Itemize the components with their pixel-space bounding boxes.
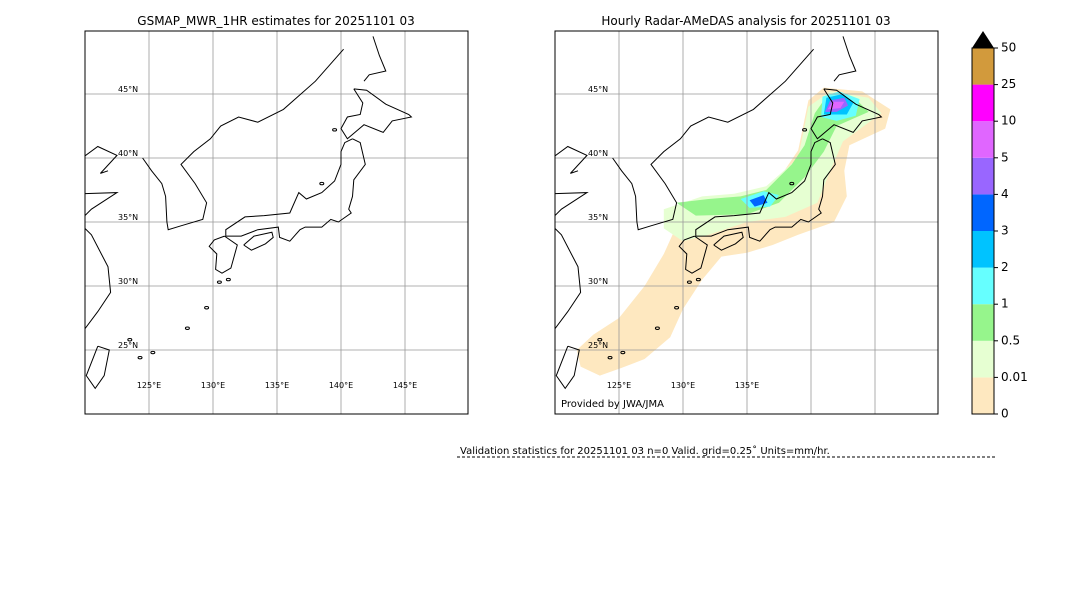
colorbar-label: 4 (1001, 187, 1009, 201)
coastline (612, 48, 814, 231)
validation-text: Validation statistics for 20251101 03 n=… (460, 445, 830, 457)
lat-label: 45°N (588, 85, 608, 94)
lon-label: 145°E (393, 381, 417, 390)
colorbar-segment (972, 194, 994, 231)
island (695, 277, 701, 282)
coastline (85, 192, 119, 330)
island (789, 181, 795, 186)
lat-label: 35°N (118, 213, 138, 222)
coastline (208, 235, 238, 274)
island (137, 355, 143, 360)
coastline (340, 88, 413, 140)
island (225, 277, 231, 282)
colorbar-label: 5 (1001, 150, 1009, 164)
colorbar-label: 0.01 (1001, 370, 1028, 384)
colorbar-label: 10 (1001, 114, 1016, 128)
lat-label: 25°N (118, 341, 138, 350)
lon-label: 135°E (265, 381, 289, 390)
colorbar-label: 3 (1001, 224, 1009, 238)
coastline (555, 145, 588, 174)
lon-label: 130°E (671, 381, 695, 390)
island (686, 280, 692, 284)
lon-label: 140°E (329, 381, 353, 390)
coastline (555, 192, 589, 330)
map-left (85, 31, 468, 414)
island (607, 355, 613, 360)
colorbar-segment (972, 267, 994, 305)
island (674, 306, 680, 310)
lon-label: 125°E (607, 381, 631, 390)
coastline (555, 345, 580, 390)
colorbar-segment (972, 340, 994, 378)
island (597, 338, 603, 342)
island (319, 181, 325, 186)
colorbar-segment (972, 48, 994, 85)
credit: Provided by JWA/JMA (561, 399, 664, 410)
island (184, 326, 190, 330)
lon-label: 125°E (137, 381, 161, 390)
panel-title: Hourly Radar-AMeDAS analysis for 2025110… (601, 14, 890, 28)
coastline (85, 345, 110, 390)
colorbar-label: 1 (1001, 297, 1009, 311)
coastline (225, 138, 366, 242)
lat-label: 45°N (118, 85, 138, 94)
colorbar: 0 0.01 0.5 1 2 3 4 5 10 25 50 (971, 31, 1028, 421)
island (802, 128, 808, 132)
map-frame (554, 30, 939, 415)
lat-label: 40°N (588, 149, 608, 158)
coastline (85, 145, 118, 174)
colorbar-extend (972, 31, 994, 48)
coastline (713, 231, 744, 251)
lat-label: 25°N (588, 341, 608, 350)
lon-label: 135°E (735, 381, 759, 390)
colorbar-segment (972, 304, 994, 341)
colorbar-segment (972, 231, 994, 268)
colorbar-label: 2 (1001, 260, 1009, 274)
colorbar-label: 50 (1001, 41, 1016, 55)
lat-label: 35°N (588, 213, 608, 222)
map-frame (84, 30, 469, 415)
colorbar-segment (972, 377, 994, 414)
coastline (810, 88, 883, 140)
colorbar-segment (972, 84, 994, 122)
lat-label: 30°N (118, 277, 138, 286)
island (620, 350, 626, 355)
island (216, 280, 222, 284)
coastline (243, 231, 274, 251)
island (204, 306, 210, 310)
coastline (678, 235, 708, 274)
island (332, 128, 338, 132)
coastline (142, 48, 344, 231)
coastline (363, 36, 387, 82)
lat-label: 30°N (588, 277, 608, 286)
colorbar-segment (972, 157, 994, 195)
island (150, 350, 156, 355)
colorbar-label: 0 (1001, 407, 1009, 421)
lon-label: 130°E (201, 381, 225, 390)
rain-area (749, 195, 768, 207)
colorbar-label: 0.5 (1001, 333, 1020, 347)
island (654, 326, 660, 330)
rain-area (676, 96, 869, 216)
colorbar-segment (972, 121, 994, 158)
map-right (555, 31, 938, 414)
panel-title: GSMAP_MWR_1HR estimates for 20251101 03 (137, 14, 414, 28)
coastline (695, 138, 836, 242)
colorbar-label: 25 (1001, 77, 1016, 91)
island (127, 338, 133, 342)
lat-label: 40°N (118, 149, 138, 158)
coastline (833, 36, 857, 82)
